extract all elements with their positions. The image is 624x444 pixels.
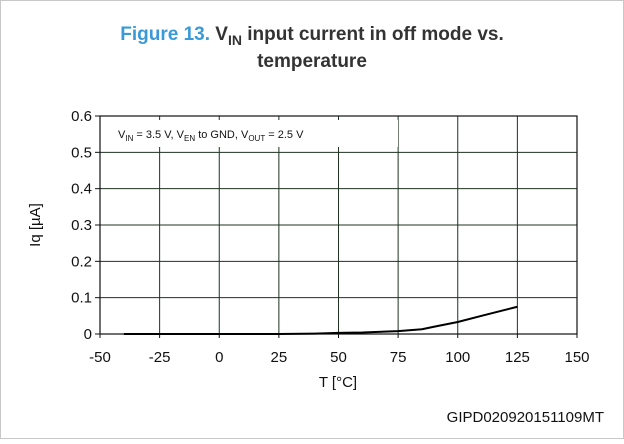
annotation-sub: OUT — [248, 134, 265, 143]
title-rest: input current in off mode vs. — [242, 24, 504, 45]
y-tick-label: 0.4 — [71, 181, 92, 198]
chart-title-line2: temperature — [257, 51, 367, 72]
y-axis-label: Iq [µA] — [27, 203, 44, 247]
x-tick-label: 100 — [445, 349, 470, 366]
y-tick-label: 0.3 — [71, 217, 92, 234]
x-tick-label: 75 — [390, 349, 407, 366]
x-tick-label: 0 — [215, 349, 223, 366]
x-tick-label: 125 — [505, 349, 530, 366]
x-tick-label: -50 — [89, 349, 111, 366]
title-sub: IN — [228, 32, 242, 48]
annotation-text: = 2.5 V — [265, 129, 304, 141]
y-tick-label: 0 — [84, 326, 92, 343]
annotation-text: to GND, V — [195, 129, 249, 141]
annotation-sub: EN — [184, 134, 195, 143]
title-label: Figure 13. — [120, 24, 210, 45]
y-tick-label: 0.1 — [71, 290, 92, 307]
annotation: VIN = 3.5 V, VEN to GND, VOUT = 2.5 V — [118, 129, 304, 143]
x-axis-label: T [°C] — [319, 374, 357, 391]
x-tick-label: 25 — [271, 349, 288, 366]
annotation-sub: IN — [125, 134, 133, 143]
annotation-text: = 3.5 V, V — [133, 129, 184, 141]
y-tick-label: 0.6 — [71, 108, 92, 125]
data-line — [123, 305, 518, 335]
footer: GIPD020920151109MT — [447, 409, 604, 426]
x-tick-label: 50 — [330, 349, 347, 366]
x-tick-label: -25 — [149, 349, 171, 366]
x-tick-label: 150 — [564, 349, 589, 366]
annotation-text: V — [118, 129, 126, 141]
y-tick-label: 0.5 — [71, 144, 92, 161]
title-v: V — [215, 24, 228, 45]
y-tick-label: 0.2 — [71, 253, 92, 270]
chart-title: Figure 13. VIN input current in off mode… — [120, 24, 504, 48]
annotation-box — [104, 120, 398, 147]
